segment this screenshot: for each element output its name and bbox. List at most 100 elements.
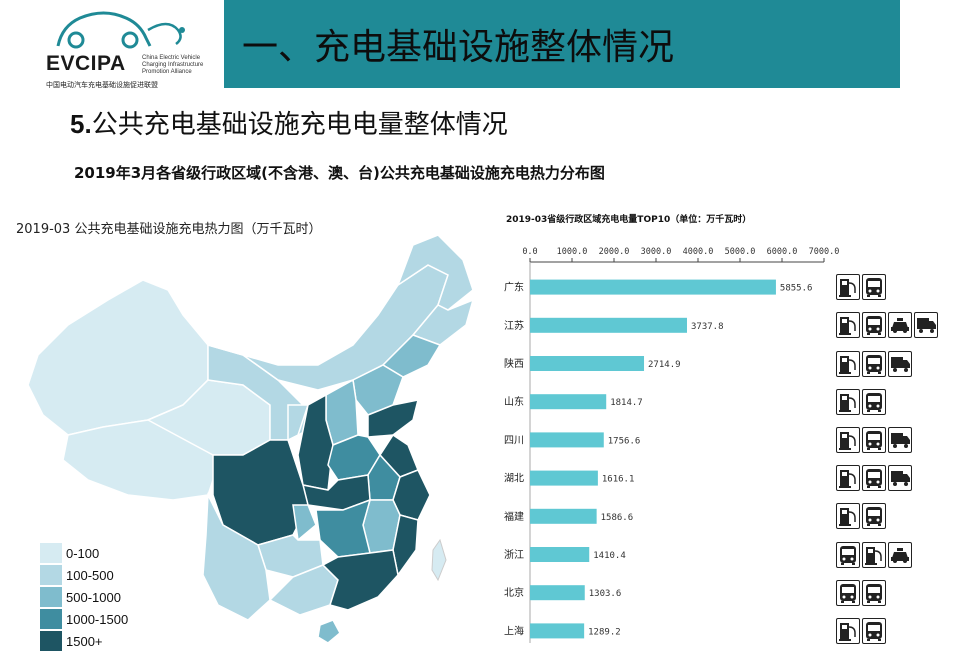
- icon-row: [836, 274, 886, 301]
- x-tick-label: 5000.0: [725, 247, 756, 257]
- logo-subtitle-cn: 中国电动汽车充电基础设施促进联盟: [46, 81, 158, 89]
- bar: [530, 470, 598, 486]
- icon-row: [836, 350, 912, 377]
- truck-icon: [891, 471, 910, 487]
- vehicle-type-icons: [836, 0, 960, 660]
- category-label: 四川: [504, 435, 524, 446]
- category-label: 湖北: [504, 473, 524, 485]
- icon-row: [836, 388, 886, 415]
- legend-label: 500-1000: [66, 589, 121, 605]
- x-tick-label: 4000.0: [683, 247, 714, 257]
- legend-label: 1500+: [66, 633, 103, 649]
- legend-label: 0-100: [66, 545, 100, 561]
- data-label: 1756.6: [608, 436, 641, 446]
- legend-label: 1000-1500: [66, 611, 129, 627]
- truck-icon-box: [914, 312, 938, 339]
- china-heat-map: [27, 234, 475, 644]
- bus-icon: [840, 583, 856, 603]
- region-guizhou: [257, 534, 324, 578]
- bus-icon-box: [862, 465, 886, 492]
- charger-icon: [839, 393, 856, 412]
- icon-row: [836, 426, 912, 453]
- charger-icon-box: [836, 388, 860, 415]
- bar: [530, 356, 645, 371]
- region-ningxia: [287, 404, 310, 442]
- logo-car-icon: [56, 11, 185, 49]
- bus-icon-box: [836, 579, 860, 606]
- bar: [530, 432, 604, 448]
- bus-icon-box: [862, 579, 886, 606]
- category-label: 浙江: [504, 549, 524, 561]
- charger-icon: [839, 355, 856, 374]
- charger-icon: [839, 317, 856, 336]
- charger-icon-box: [836, 465, 860, 492]
- bus-icon-box: [862, 388, 886, 415]
- icon-row: [836, 541, 912, 568]
- charger-icon-box: [836, 312, 860, 339]
- legend-swatch: [40, 609, 62, 629]
- region-hubei: [301, 474, 371, 511]
- bus-icon-box: [862, 617, 886, 644]
- bus-icon-box: [862, 426, 886, 453]
- taxi-icon-box: [888, 312, 912, 339]
- data-label: 1289.2: [588, 627, 621, 637]
- bus-icon: [866, 278, 882, 298]
- truck-icon-box: [888, 426, 912, 453]
- charger-icon: [865, 546, 882, 565]
- bar: [530, 623, 585, 639]
- taxi-icon-box: [888, 541, 912, 568]
- evcipa-logo: EVCIPA China Electric Vehicle Charging I…: [18, 4, 218, 90]
- truck-icon: [891, 432, 910, 448]
- legend-item: 1500+: [40, 630, 128, 652]
- bar: [530, 508, 597, 524]
- x-tick-label: 1000.0: [557, 247, 588, 257]
- category-label: 福建: [504, 510, 524, 523]
- legend-swatch: [40, 543, 62, 563]
- map-legend: 0-100 100-500 500-1000 1000-1500 1500+: [40, 542, 128, 652]
- data-label: 2714.9: [648, 360, 681, 370]
- x-tick-label: 7000.0: [809, 247, 840, 257]
- bus-icon: [866, 621, 882, 641]
- charger-icon-box: [836, 426, 860, 453]
- chart-subtitle: 2019年3月各省级行政区域(不含港、澳、台)公共充电基础设施充电热力分布图: [74, 164, 605, 182]
- bus-icon-box: [862, 503, 886, 530]
- bar: [530, 317, 687, 333]
- region-taiwan: [431, 538, 447, 582]
- data-label: 3737.8: [691, 322, 724, 332]
- section-label: 公共充电基础设施充电电量整体情况: [91, 110, 508, 140]
- legend-item: 1000-1500: [40, 608, 128, 630]
- logo-name: EVCIPA: [46, 52, 126, 75]
- bar-chart-title: 2019-03省级行政区域充电电量TOP10（单位：万千瓦时）: [506, 215, 752, 225]
- data-label: 1586.6: [601, 513, 634, 523]
- region-hainan: [317, 619, 341, 644]
- charger-icon: [839, 508, 856, 527]
- charger-icon: [839, 431, 856, 450]
- category-label: 上海: [504, 624, 524, 637]
- legend-item: 0-100: [40, 542, 128, 564]
- truck-icon: [917, 318, 936, 334]
- charger-icon: [839, 279, 856, 298]
- category-label: 北京: [504, 586, 524, 599]
- legend-swatch: [40, 631, 62, 651]
- x-tick-label: 0.0: [522, 247, 537, 257]
- data-label: 5855.6: [780, 284, 813, 294]
- bus-icon-box: [862, 350, 886, 377]
- category-label: 山东: [504, 395, 524, 408]
- region-hunan: [315, 498, 372, 558]
- category-label: 广东: [504, 281, 524, 294]
- charger-icon-box: [836, 503, 860, 530]
- bus-icon: [866, 507, 882, 527]
- bar-chart: 0.0 1000.0 2000.0 3000.0 4000.0 5000.0 6000.0 7…: [504, 247, 840, 643]
- bar: [530, 279, 776, 295]
- x-tick-label: 6000.0: [767, 247, 798, 257]
- charger-icon: [839, 622, 856, 641]
- logo-subtitle-en: China Electric Vehicle Charging Infrastr…: [142, 55, 204, 75]
- bus-icon: [866, 392, 882, 412]
- taxi-icon: [891, 318, 909, 334]
- charger-icon: [839, 470, 856, 489]
- icon-row: [836, 465, 912, 492]
- icon-row: [836, 579, 886, 606]
- header-bar: 一、充电基础设施整体情况: [224, 0, 900, 88]
- x-tick-label: 3000.0: [641, 247, 672, 257]
- bar: [530, 585, 585, 601]
